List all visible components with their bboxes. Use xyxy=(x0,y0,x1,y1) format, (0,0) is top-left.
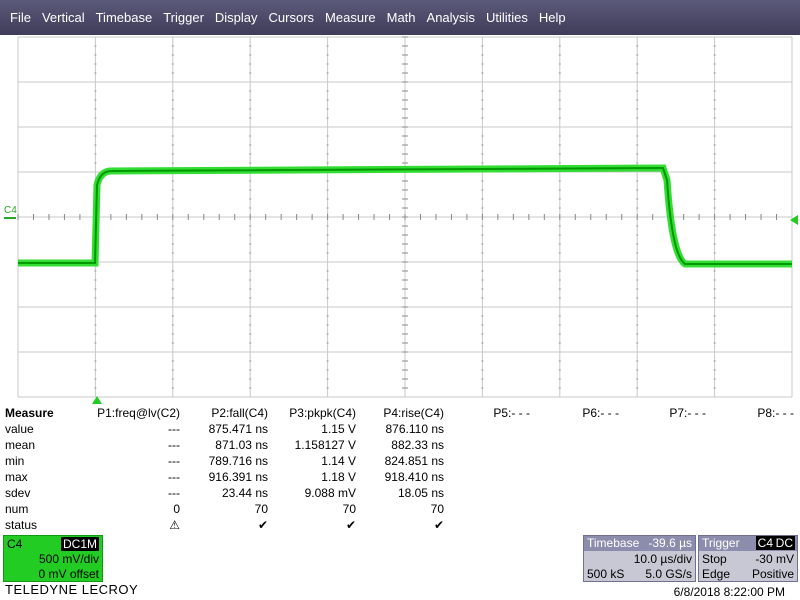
timestamp: 6/8/2018 8:22:00 PM xyxy=(673,585,785,599)
trigger-level: -30 mV xyxy=(755,552,794,566)
brand: TELEDYNE LECROY xyxy=(5,582,139,597)
channel-scale: 500 mV/div xyxy=(38,552,99,566)
menu-item[interactable]: Measure xyxy=(325,10,376,25)
trigger-coupling: DC xyxy=(773,536,795,550)
measure-row-label: max xyxy=(5,470,28,484)
timebase-delay: -39.6 µs xyxy=(648,536,692,550)
measure-row-label: sdev xyxy=(5,486,31,500)
measure-cell: 871.03 ns xyxy=(215,438,268,452)
menu-item[interactable]: Display xyxy=(214,10,258,25)
measure-cell: 70 xyxy=(254,502,268,516)
measure-cell: 789.716 ns xyxy=(208,454,268,468)
channel-coupling: DC1M xyxy=(60,537,99,551)
measure-header[interactable]: P4:rise(C4) xyxy=(383,406,444,420)
measure-cell: ⚠ xyxy=(169,518,180,532)
trigger-position-arrow xyxy=(92,396,102,404)
measure-cell: --- xyxy=(168,470,180,484)
measure-cell: 1.18 V xyxy=(321,470,356,484)
measure-header[interactable]: P3:pkpk(C4) xyxy=(289,406,356,420)
graticule: C4 xyxy=(4,36,798,404)
measure-cell: --- xyxy=(168,486,180,500)
menu-item[interactable]: Timebase xyxy=(95,10,153,25)
measure-header[interactable]: P7:- - - xyxy=(669,406,706,420)
measure-cell: --- xyxy=(168,454,180,468)
measure-cell: ✔ xyxy=(257,518,268,532)
measure-cell: 882.33 ns xyxy=(391,438,444,452)
menu-item[interactable]: Vertical xyxy=(41,10,85,25)
menu-item[interactable]: Utilities xyxy=(485,10,528,25)
measure-cell: 824.851 ns xyxy=(384,454,444,468)
menu-item[interactable]: Analysis xyxy=(426,10,475,25)
measure-cell: ✔ xyxy=(345,518,356,532)
measure-row-label: status xyxy=(5,518,38,532)
measure-cell: 918.410 ns xyxy=(384,470,444,484)
measure-row-label: num xyxy=(5,502,29,516)
measure-cell: 1.14 V xyxy=(321,454,356,468)
measure-cell: 70 xyxy=(430,502,444,516)
measure-cell: 18.05 ns xyxy=(397,486,444,500)
measure-cell: 70 xyxy=(342,502,356,516)
measure-cell: 0 xyxy=(173,502,180,516)
measure-cell: 1.15 V xyxy=(321,422,356,436)
trigger-header: Trigger C4 DC xyxy=(699,536,797,551)
timebase-header: Timebase -39.6 µs xyxy=(584,536,695,551)
menu-item[interactable]: File xyxy=(10,10,31,25)
measure-cell: 23.44 ns xyxy=(221,486,268,500)
trigger-mode: Stop xyxy=(702,552,727,566)
measure-cell: 876.110 ns xyxy=(385,422,445,436)
waveform-trace xyxy=(18,166,792,265)
measure-row-label: mean xyxy=(5,438,36,452)
channel-name: C4 xyxy=(7,537,23,551)
channel-descriptor[interactable]: C4 DC1M 500 mV/div 0 mV offset xyxy=(3,535,103,582)
measure-cell: 916.391 ns xyxy=(208,470,268,484)
measure-header[interactable]: P8:- - - xyxy=(757,406,794,420)
timebase-samples: 500 kS xyxy=(587,567,625,581)
channel-offset: 0 mV offset xyxy=(38,567,99,581)
trigger-source: C4 xyxy=(755,536,775,550)
measure-cell: --- xyxy=(168,438,180,452)
measure-cell: ✔ xyxy=(433,518,444,532)
measure-row-label: min xyxy=(5,454,25,468)
channel-marker: C4 xyxy=(4,205,17,216)
trigger-level-arrow xyxy=(790,215,798,225)
measure-cell: --- xyxy=(168,422,180,436)
menu-bar: File Vertical Timebase Trigger Display Cursor… xyxy=(0,0,800,35)
measure-row-label: value xyxy=(5,422,34,436)
measure-header[interactable]: P6:- - - xyxy=(582,406,619,420)
trigger-type: Edge xyxy=(702,567,731,581)
trigger-slope: Positive xyxy=(751,567,794,581)
trigger-title: Trigger xyxy=(702,536,740,550)
measure-header: Measure xyxy=(5,406,54,420)
measure-cell: 1.158127 V xyxy=(294,438,356,452)
measure-header[interactable]: P2:fall(C4) xyxy=(211,406,268,420)
measure-cell: 875.471 ns xyxy=(208,422,268,436)
timebase-title: Timebase xyxy=(587,536,640,550)
menu-item[interactable]: Cursors xyxy=(268,10,315,25)
timebase-descriptor[interactable]: Timebase -39.6 µs 10.0 µs/div 500 kS 5.0… xyxy=(583,535,696,582)
timebase-rate: 5.0 GS/s xyxy=(645,567,692,581)
measure-cell: 9.088 mV xyxy=(304,486,356,500)
menu-item[interactable]: Trigger xyxy=(163,10,204,25)
menu-item[interactable]: Help xyxy=(538,10,566,25)
measure-header[interactable]: P5:- - - xyxy=(493,406,530,420)
trigger-descriptor[interactable]: Trigger C4 DC Stop -30 mV Edge Positive xyxy=(698,535,798,582)
menu-item[interactable]: Math xyxy=(386,10,416,25)
measure-header[interactable]: P1:freq@lv(C2) xyxy=(97,406,180,420)
timebase-per-div: 10.0 µs/div xyxy=(633,552,692,566)
